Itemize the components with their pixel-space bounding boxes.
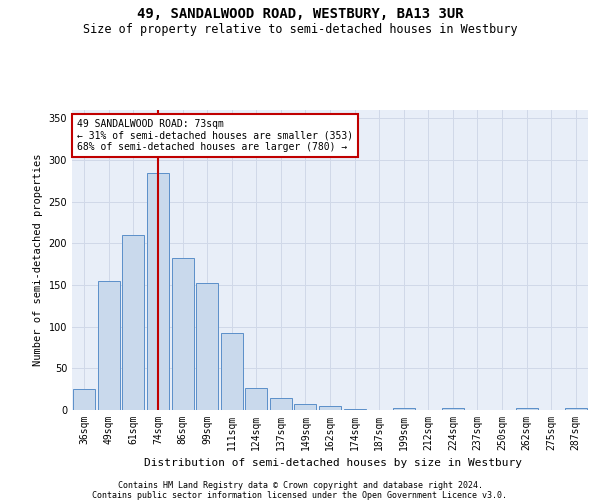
Bar	[344, 409, 365, 410]
Bar	[565, 408, 587, 410]
Bar	[122, 235, 145, 410]
Bar	[221, 334, 243, 410]
Bar	[245, 388, 268, 410]
Bar	[392, 408, 415, 410]
Text: Contains HM Land Registry data © Crown copyright and database right 2024.: Contains HM Land Registry data © Crown c…	[118, 481, 482, 490]
Bar	[442, 408, 464, 410]
Text: Distribution of semi-detached houses by size in Westbury: Distribution of semi-detached houses by …	[144, 458, 522, 468]
Bar	[172, 258, 194, 410]
Text: 49 SANDALWOOD ROAD: 73sqm
← 31% of semi-detached houses are smaller (353)
68% of: 49 SANDALWOOD ROAD: 73sqm ← 31% of semi-…	[77, 119, 353, 152]
Bar	[515, 408, 538, 410]
Bar	[73, 389, 95, 410]
Text: Contains public sector information licensed under the Open Government Licence v3: Contains public sector information licen…	[92, 491, 508, 500]
Y-axis label: Number of semi-detached properties: Number of semi-detached properties	[33, 154, 43, 366]
Text: 49, SANDALWOOD ROAD, WESTBURY, BA13 3UR: 49, SANDALWOOD ROAD, WESTBURY, BA13 3UR	[137, 8, 463, 22]
Bar	[196, 284, 218, 410]
Bar	[147, 172, 169, 410]
Bar	[319, 406, 341, 410]
Text: Size of property relative to semi-detached houses in Westbury: Size of property relative to semi-detach…	[83, 22, 517, 36]
Bar	[295, 404, 316, 410]
Bar	[270, 398, 292, 410]
Bar	[98, 281, 120, 410]
